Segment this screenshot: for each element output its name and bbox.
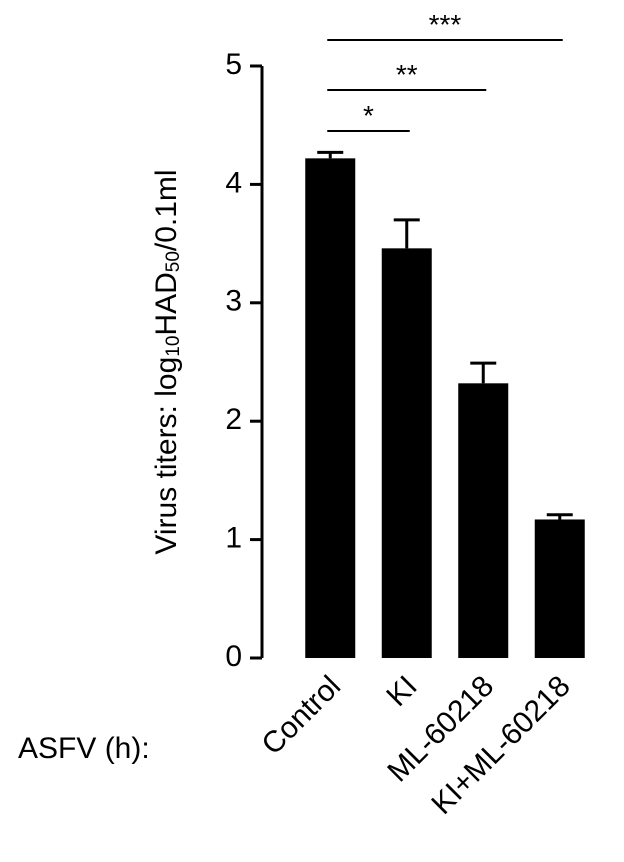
significance-label: * [363, 100, 374, 131]
significance-label: ** [396, 59, 418, 90]
error-bar [470, 361, 497, 384]
bar [305, 158, 356, 659]
y-label-text: Virus titers: log [150, 357, 183, 555]
y-tick-label: 1 [225, 522, 242, 555]
error-bar [317, 150, 344, 159]
y-axis-label: Virus titers: log10HAD50/0.1ml [150, 169, 184, 554]
y-label-text: /0.1ml [150, 169, 183, 251]
bar [534, 519, 585, 658]
x-tick-label: KI [380, 670, 423, 713]
y-tick-label: 0 [225, 640, 242, 673]
error-bar [546, 513, 573, 520]
x-tick-label: KI+ML-60218 [425, 670, 576, 821]
bar [458, 383, 509, 658]
significance-label: *** [429, 9, 462, 40]
y-label-text: HAD [150, 272, 183, 335]
error-bar [393, 218, 420, 249]
bar [381, 248, 432, 658]
y-tick-label: 4 [225, 166, 242, 199]
y-label-subscript: 10 [163, 336, 184, 357]
y-tick-label: 3 [225, 285, 242, 318]
x-axis-label: ASFV (h): [18, 732, 150, 765]
y-label-subscript: 50 [163, 251, 184, 272]
y-tick-label: 5 [225, 48, 242, 81]
x-tick-label: Control [255, 670, 347, 762]
y-tick-label: 2 [225, 403, 242, 436]
